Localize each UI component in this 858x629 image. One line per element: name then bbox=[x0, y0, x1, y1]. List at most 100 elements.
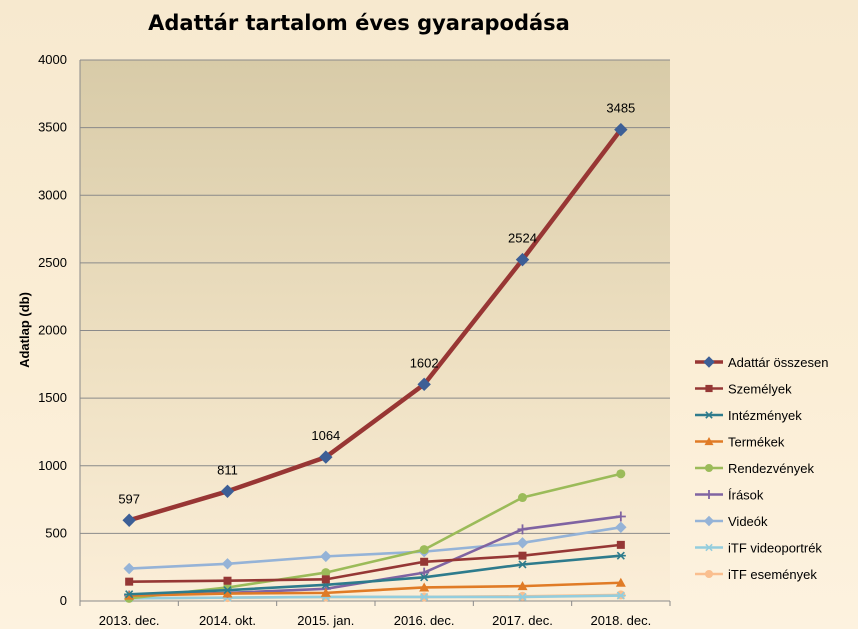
data-label: 3485 bbox=[606, 101, 635, 116]
data-point bbox=[419, 545, 429, 555]
data-label: 597 bbox=[118, 491, 140, 506]
data-point bbox=[517, 560, 528, 569]
series-1 bbox=[125, 540, 625, 586]
legend-item: Termékek bbox=[695, 435, 785, 450]
y-tick-label: 1500 bbox=[38, 390, 67, 405]
data-point bbox=[124, 590, 135, 599]
data-point bbox=[419, 592, 430, 602]
legend-swatch-marker bbox=[703, 515, 715, 527]
data-point bbox=[321, 568, 331, 578]
y-axis-label: Adatlap (db) bbox=[17, 292, 32, 368]
legend-item: Írások bbox=[695, 488, 764, 503]
x-tick-label: 2013. dec. bbox=[99, 613, 160, 628]
series-line bbox=[129, 581, 621, 597]
data-point bbox=[417, 377, 431, 392]
data-point bbox=[615, 551, 626, 560]
series-line bbox=[129, 554, 621, 596]
y-axis-ticks: 0 500 1000 1500 2000 2500 3000 3500 4000 bbox=[38, 52, 67, 608]
legend-item: iTF események bbox=[695, 567, 817, 582]
data-point bbox=[518, 493, 527, 503]
data-point bbox=[221, 558, 234, 570]
data-label: 1602 bbox=[410, 355, 439, 370]
data-point bbox=[517, 592, 528, 602]
data-point bbox=[517, 581, 528, 591]
legend-label: iTF események bbox=[728, 567, 817, 582]
series-group bbox=[122, 122, 628, 603]
legend-label: Adattár összesen bbox=[728, 355, 828, 370]
data-point bbox=[419, 582, 430, 592]
legend-label: Videók bbox=[728, 514, 768, 529]
data-point bbox=[319, 450, 333, 464]
data-point bbox=[223, 576, 232, 585]
x-tick-label: 2017. dec. bbox=[492, 613, 553, 628]
x-axis-ticks: 2013. dec. 2014. okt. 2015. jan. 2016. dec.… bbox=[79, 601, 671, 628]
y-tick-label: 500 bbox=[45, 525, 67, 540]
legend-swatch-marker bbox=[704, 411, 714, 419]
x-tick-label: 2014. okt. bbox=[199, 613, 256, 628]
data-point bbox=[419, 567, 430, 578]
series-0 bbox=[122, 122, 628, 527]
y-tick-label: 2500 bbox=[38, 255, 67, 270]
data-labels: 597 811 1064 1602 2524 3485 bbox=[118, 101, 635, 507]
data-point bbox=[615, 511, 626, 522]
data-label: 2524 bbox=[508, 231, 537, 246]
legend-label: Rendezvények bbox=[728, 461, 814, 476]
legend-item: iTF videoportrék bbox=[695, 541, 822, 556]
data-point bbox=[320, 587, 331, 597]
data-point bbox=[615, 591, 626, 600]
legend-swatch-marker bbox=[704, 490, 714, 499]
y-tick-label: 3000 bbox=[38, 187, 67, 202]
legend-swatch-marker bbox=[705, 384, 713, 393]
legend-item: Intézmények bbox=[695, 408, 802, 423]
data-point bbox=[616, 540, 625, 549]
data-point bbox=[614, 122, 628, 137]
data-point bbox=[122, 513, 136, 527]
data-point bbox=[615, 577, 626, 587]
data-point bbox=[616, 469, 626, 479]
series-line bbox=[128, 128, 623, 523]
x-tick-label: 2018. dec. bbox=[590, 613, 651, 628]
legend-label: Termékek bbox=[728, 435, 785, 450]
data-point bbox=[320, 550, 332, 563]
y-tick-label: 2000 bbox=[38, 323, 67, 338]
series-line bbox=[129, 543, 621, 583]
legend-swatch-marker bbox=[704, 437, 714, 446]
chart-title: Adattár tartalom éves gyarapodása bbox=[148, 11, 570, 35]
x-tick-label: 2015. jan. bbox=[297, 613, 354, 628]
data-point bbox=[222, 588, 233, 598]
data-point bbox=[125, 577, 134, 586]
x-tick-label: 2016. dec. bbox=[394, 613, 455, 628]
data-point bbox=[615, 521, 627, 533]
legend-label: Személyek bbox=[728, 382, 792, 397]
series-line bbox=[129, 472, 622, 600]
series-line bbox=[129, 526, 622, 570]
data-point bbox=[518, 551, 527, 560]
legend-label: iTF videoportrék bbox=[728, 541, 822, 556]
legend-item: Rendezvények bbox=[695, 461, 814, 476]
data-point bbox=[420, 557, 429, 566]
series-line bbox=[129, 594, 621, 600]
data-point bbox=[123, 562, 135, 575]
data-point bbox=[517, 524, 528, 535]
data-point bbox=[515, 252, 530, 267]
y-tick-label: 3500 bbox=[38, 120, 67, 135]
data-point bbox=[220, 484, 235, 499]
y-tick-label: 0 bbox=[60, 593, 67, 608]
legend-swatch-marker bbox=[704, 569, 714, 579]
legend-swatch-marker bbox=[703, 356, 715, 368]
legend-swatch-marker bbox=[704, 463, 714, 473]
data-label: 811 bbox=[217, 462, 238, 477]
legend-item: Adattár összesen bbox=[695, 355, 828, 370]
y-tick-label: 4000 bbox=[38, 52, 67, 67]
data-label: 1064 bbox=[311, 428, 340, 443]
legend: Adattár összesen Személyek Intézmények Term… bbox=[695, 355, 828, 582]
data-point bbox=[222, 586, 233, 595]
y-tick-label: 1000 bbox=[38, 458, 67, 473]
data-point bbox=[321, 575, 330, 584]
legend-swatch-marker bbox=[704, 543, 714, 552]
legend-label: Intézmények bbox=[728, 408, 802, 423]
data-point bbox=[516, 537, 529, 549]
series-2 bbox=[124, 551, 626, 599]
legend-item: Személyek bbox=[695, 382, 792, 397]
